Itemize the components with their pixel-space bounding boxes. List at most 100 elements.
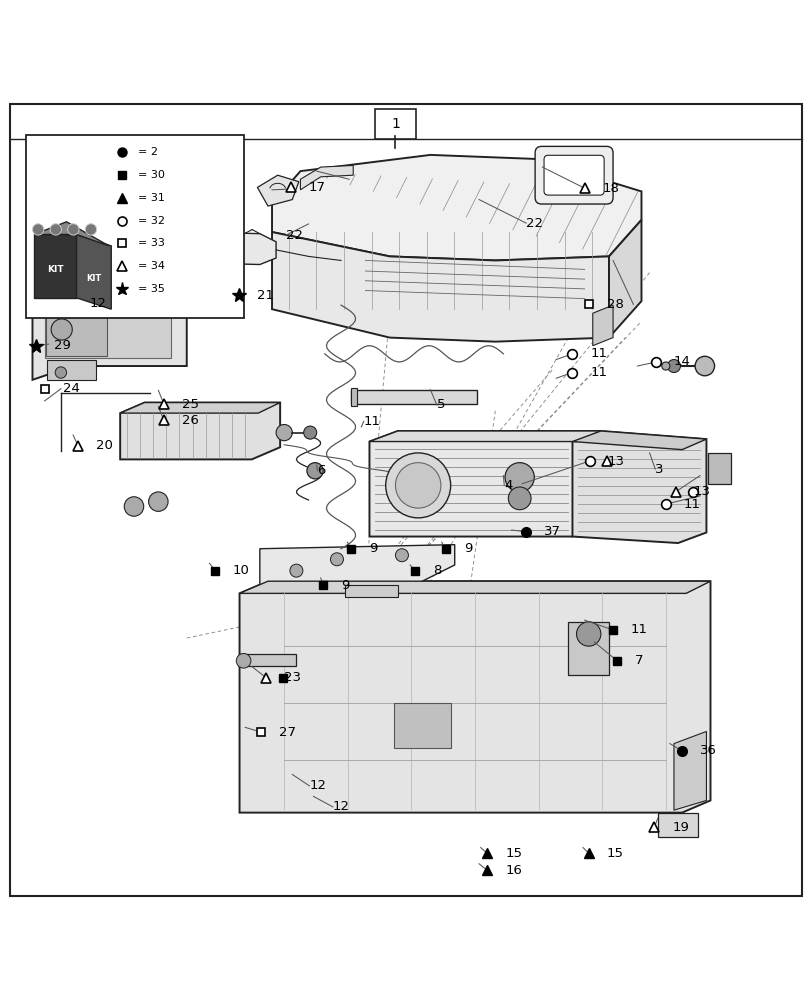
Circle shape — [290, 564, 303, 577]
FancyBboxPatch shape — [543, 155, 603, 195]
Bar — [707, 453, 730, 484]
Circle shape — [51, 319, 72, 340]
Polygon shape — [369, 431, 600, 442]
Text: 4: 4 — [504, 479, 512, 492]
Polygon shape — [572, 431, 706, 450]
Text: 3: 3 — [654, 463, 663, 476]
Text: 26: 26 — [182, 414, 199, 427]
Circle shape — [661, 362, 669, 370]
Text: = 2: = 2 — [138, 147, 158, 157]
Circle shape — [307, 463, 323, 479]
Bar — [45, 301, 170, 358]
Polygon shape — [673, 731, 706, 810]
Bar — [568, 622, 608, 675]
Circle shape — [395, 463, 440, 508]
Text: 12: 12 — [89, 297, 106, 310]
Text: KIT: KIT — [47, 265, 63, 274]
Text: 10: 10 — [233, 564, 250, 577]
Polygon shape — [592, 305, 612, 346]
Text: = 33: = 33 — [138, 238, 165, 248]
Polygon shape — [239, 581, 710, 593]
Text: 21: 21 — [256, 289, 273, 302]
Text: 11: 11 — [590, 347, 607, 360]
Polygon shape — [272, 155, 641, 260]
Text: 12: 12 — [333, 800, 350, 813]
Polygon shape — [120, 403, 280, 459]
Circle shape — [330, 553, 343, 566]
Text: 37: 37 — [543, 525, 560, 538]
Circle shape — [148, 492, 168, 511]
Text: 8: 8 — [432, 564, 440, 577]
Bar — [34, 234, 76, 298]
Text: 14: 14 — [673, 355, 690, 368]
Polygon shape — [272, 232, 608, 342]
Text: = 31: = 31 — [138, 193, 165, 203]
Polygon shape — [32, 289, 187, 380]
Circle shape — [303, 426, 316, 439]
Circle shape — [576, 622, 600, 646]
Text: 22: 22 — [526, 217, 543, 230]
Text: 12: 12 — [309, 779, 326, 792]
Circle shape — [124, 497, 144, 516]
Circle shape — [385, 453, 450, 518]
Polygon shape — [657, 813, 697, 837]
Text: 11: 11 — [590, 366, 607, 379]
Text: 15: 15 — [504, 847, 521, 860]
Text: 24: 24 — [62, 382, 79, 395]
Circle shape — [55, 367, 67, 378]
Bar — [47, 360, 96, 380]
Circle shape — [508, 487, 530, 510]
Text: 19: 19 — [672, 821, 689, 834]
Polygon shape — [34, 222, 109, 246]
Bar — [350, 390, 476, 404]
Text: 13: 13 — [693, 485, 710, 498]
Bar — [46, 303, 107, 356]
Polygon shape — [120, 403, 280, 413]
Text: 25: 25 — [182, 398, 199, 411]
Circle shape — [85, 224, 97, 235]
Text: 17: 17 — [308, 181, 325, 194]
Polygon shape — [608, 220, 641, 338]
Circle shape — [694, 356, 714, 376]
Circle shape — [276, 424, 292, 441]
Text: 23: 23 — [284, 671, 301, 684]
Bar — [393, 703, 450, 748]
Bar — [350, 388, 357, 406]
Text: 15: 15 — [606, 847, 623, 860]
Circle shape — [32, 224, 44, 235]
Text: 36: 36 — [699, 744, 716, 757]
Text: 18: 18 — [602, 182, 619, 195]
Text: KIT: KIT — [86, 274, 101, 283]
Text: 9: 9 — [368, 542, 376, 555]
Polygon shape — [257, 175, 298, 206]
Polygon shape — [369, 431, 600, 537]
Polygon shape — [239, 581, 710, 813]
Polygon shape — [67, 230, 276, 265]
Text: 1: 1 — [391, 117, 399, 131]
Polygon shape — [260, 545, 454, 593]
Text: 9: 9 — [341, 579, 349, 592]
Bar — [345, 585, 397, 597]
Polygon shape — [572, 431, 706, 543]
Circle shape — [50, 224, 62, 235]
Text: 11: 11 — [363, 415, 380, 428]
Text: 29: 29 — [54, 339, 71, 352]
Text: = 34: = 34 — [138, 261, 165, 271]
Text: 22: 22 — [285, 229, 303, 242]
Text: 5: 5 — [436, 398, 444, 411]
Text: = 35: = 35 — [138, 284, 165, 294]
Polygon shape — [76, 234, 111, 309]
Text: 13: 13 — [607, 455, 624, 468]
Bar — [239, 654, 296, 666]
Text: 11: 11 — [630, 623, 647, 636]
FancyBboxPatch shape — [534, 146, 612, 204]
Text: 9: 9 — [463, 542, 471, 555]
Circle shape — [67, 224, 79, 235]
Text: 27: 27 — [279, 726, 296, 739]
Text: 28: 28 — [606, 298, 623, 311]
Text: 11: 11 — [683, 498, 700, 511]
Text: 7: 7 — [634, 654, 642, 667]
Text: = 32: = 32 — [138, 216, 165, 226]
Circle shape — [236, 653, 251, 668]
FancyBboxPatch shape — [375, 109, 415, 139]
